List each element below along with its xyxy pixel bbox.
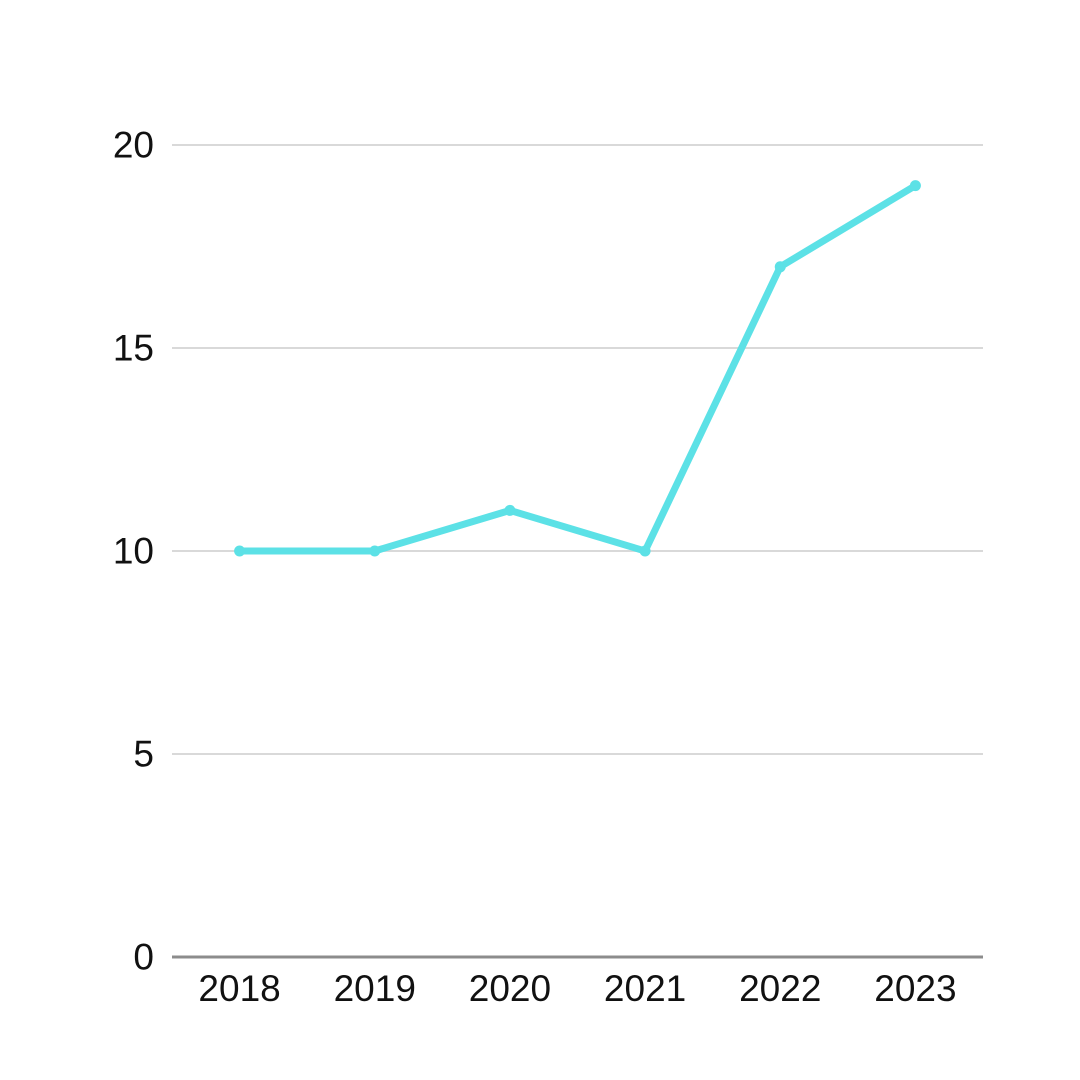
data-line (236, 182, 919, 555)
data-point (369, 545, 381, 557)
y-tick-label: 10 (113, 531, 154, 572)
y-tick-label: 20 (113, 125, 154, 166)
data-point (504, 504, 516, 516)
x-tick-label: 2020 (469, 968, 551, 1009)
y-tick-label: 0 (133, 937, 154, 978)
y-tick-label: 5 (133, 734, 154, 775)
data-point (909, 180, 921, 192)
y-tick-label: 15 (113, 328, 154, 369)
data-point (234, 545, 246, 557)
x-tick-label: 2022 (739, 968, 821, 1009)
x-tick-label: 2019 (334, 968, 416, 1009)
data-point (639, 545, 651, 557)
data-point (774, 261, 786, 273)
x-tick-label: 2023 (874, 968, 956, 1009)
x-tick-label: 2018 (198, 968, 280, 1009)
x-tick-label: 2021 (604, 968, 686, 1009)
